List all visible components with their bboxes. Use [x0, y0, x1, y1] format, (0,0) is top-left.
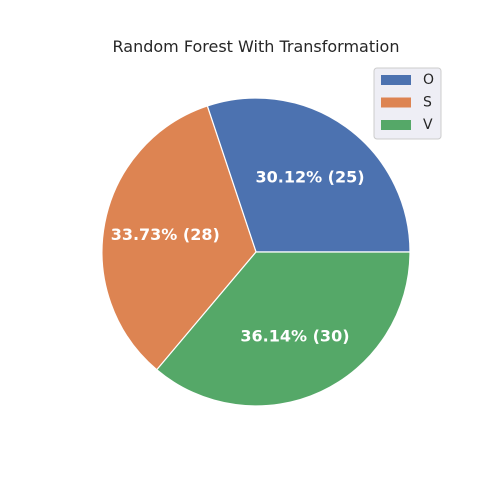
legend: OSV [373, 67, 442, 140]
legend-label-v: V [423, 117, 433, 133]
slice-label-s: 33.73% (28) [111, 225, 220, 244]
slice-labels: 30.12% (25) 33.73% (28) 36.14% (30) [111, 168, 365, 346]
legend-label-s: S [423, 95, 432, 111]
legend-swatch-s [381, 97, 411, 108]
legend-swatch-v [381, 120, 411, 130]
pie-slice-o [206, 97, 411, 253]
pie-slice-s [101, 105, 257, 371]
pie-slice-v [155, 251, 411, 407]
legend-label-o: O [423, 72, 434, 88]
chart-title: Random Forest With Transformation [113, 37, 400, 56]
slice-label-o: 30.12% (25) [255, 168, 364, 187]
pie-slices [101, 97, 411, 407]
slice-label-v: 36.14% (30) [240, 326, 349, 345]
legend-swatch-o [381, 75, 411, 85]
